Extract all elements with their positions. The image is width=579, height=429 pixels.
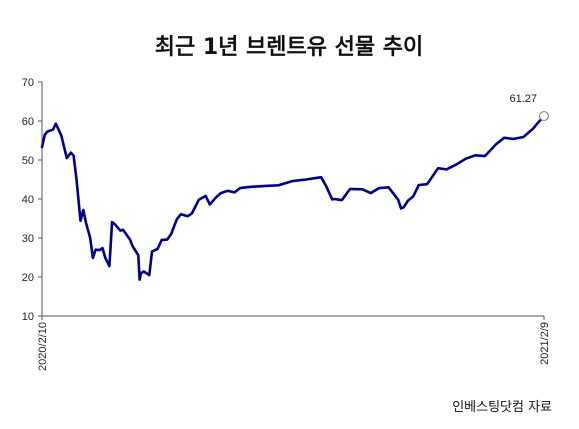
- last-point-marker: [538, 110, 550, 122]
- y-axis: 10 20 30 40 50 60 70: [22, 77, 43, 323]
- y-tick-label: 50: [22, 155, 34, 167]
- y-tick-label: 20: [22, 272, 34, 284]
- last-value-label: 61.27: [509, 93, 537, 105]
- x-axis: 2020/2/10 2021/2/9: [37, 315, 551, 371]
- y-tick-label: 40: [22, 194, 34, 206]
- series-line: [40, 114, 546, 282]
- y-tick-label: 60: [22, 116, 34, 128]
- x-tick-label: 2021/2/9: [539, 322, 551, 365]
- series-group: 61.27: [40, 93, 550, 282]
- y-tick-label: 70: [22, 77, 34, 89]
- x-tick-label: 2020/2/10: [37, 322, 49, 371]
- chart-title: 최근 1년 브렌트유 선물 추이: [155, 35, 424, 60]
- source-label: 인베스팅닷컴 자료: [452, 400, 552, 415]
- y-tick-label: 30: [22, 233, 34, 245]
- y-tick-label: 10: [22, 311, 34, 323]
